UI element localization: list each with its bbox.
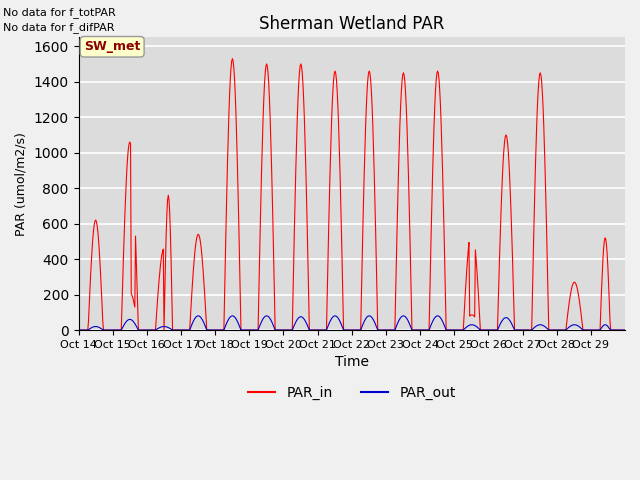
Legend: PAR_in, PAR_out: PAR_in, PAR_out (242, 380, 461, 405)
Text: SW_met: SW_met (84, 40, 140, 53)
X-axis label: Time: Time (335, 355, 369, 369)
Title: Sherman Wetland PAR: Sherman Wetland PAR (259, 15, 444, 33)
Text: No data for f_totPAR: No data for f_totPAR (3, 7, 116, 18)
Y-axis label: PAR (umol/m2/s): PAR (umol/m2/s) (15, 132, 28, 236)
Text: No data for f_difPAR: No data for f_difPAR (3, 22, 115, 33)
